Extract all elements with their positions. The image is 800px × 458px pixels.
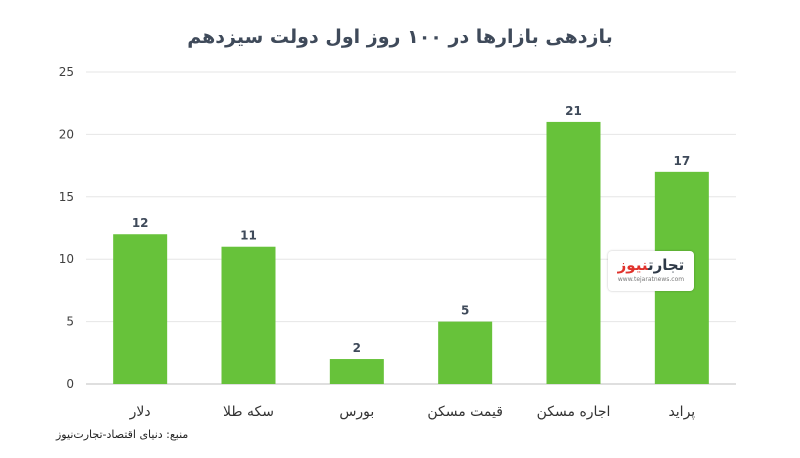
y-tick-label: 15	[59, 190, 74, 204]
data-label: 11	[240, 229, 257, 243]
data-label: 17	[673, 154, 690, 168]
data-label: 2	[353, 341, 361, 355]
x-tick-label: قیمت مسکن	[427, 404, 503, 420]
y-tick-label: 25	[59, 65, 74, 79]
x-tick-label: سکه طلا	[223, 404, 274, 420]
x-tick-label: دلار	[129, 404, 151, 420]
y-tick-label: 5	[66, 315, 74, 329]
data-label: 5	[461, 304, 469, 318]
x-tick-label: پراید	[668, 404, 695, 420]
logo-text-part2: نیوز	[617, 256, 648, 274]
bar	[546, 121, 601, 385]
data-label: 12	[132, 216, 149, 230]
bar	[113, 234, 168, 384]
chart-title: بازدهی بازارها در ۱۰۰ روز اول دولت سیزده…	[187, 26, 613, 48]
data-label: 21	[565, 104, 582, 118]
brand-logo: تجارتنیوز www.tejaratnews.com	[608, 251, 694, 291]
y-tick-label: 10	[59, 252, 74, 266]
x-tick-label: بورس	[339, 404, 374, 420]
bar	[438, 321, 493, 384]
x-tick-label: اجاره مسکن	[537, 404, 611, 420]
source-note: منبع: دنیای اقتصاد-تجارت‌نیوز	[56, 428, 189, 441]
y-tick-label: 0	[66, 377, 74, 391]
logo-url: www.tejaratnews.com	[617, 276, 685, 283]
bar	[329, 359, 384, 384]
bar	[221, 246, 276, 384]
logo-text-part1: تجارت	[647, 256, 685, 274]
y-tick-label: 20	[59, 127, 74, 141]
